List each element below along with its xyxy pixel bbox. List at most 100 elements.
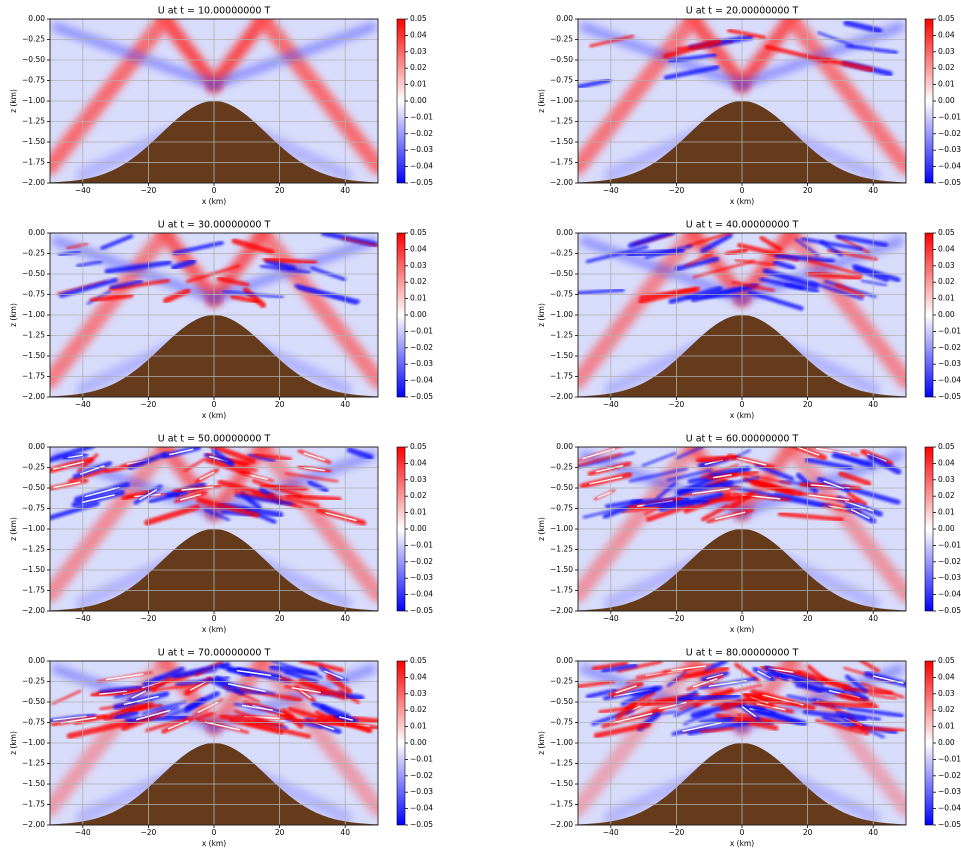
y-tick-label: −2.00 — [550, 392, 573, 401]
y-tick-label: −0.75 — [550, 718, 573, 727]
colorbar-tick-label: −0.05 — [410, 820, 433, 829]
x-axis-label: x (km) — [730, 625, 754, 634]
y-tick-label: −0.75 — [22, 290, 45, 299]
y-tick-label: −0.25 — [550, 463, 573, 472]
colorbar-tick-label: −0.05 — [410, 178, 433, 187]
y-tick-label: −1.75 — [22, 586, 45, 595]
chart-title: U at t = 10.00000000 T — [158, 6, 271, 17]
y-axis-label: z (km) — [9, 89, 18, 113]
y-tick-label: −0.25 — [550, 35, 573, 44]
y-tick-label: −1.00 — [550, 524, 573, 533]
x-tick-label: 20 — [275, 828, 285, 837]
x-tick-label: −40 — [75, 828, 91, 837]
y-axis-label: z (km) — [537, 731, 546, 755]
x-tick-label: −40 — [75, 186, 91, 195]
x-tick-label: 20 — [803, 186, 813, 195]
field — [575, 445, 906, 611]
colorbar-tick-label: 0.02 — [938, 491, 955, 500]
y-tick-label: −1.75 — [550, 372, 573, 381]
x-tick-label: 20 — [275, 614, 285, 623]
y-tick-label: 0.00 — [28, 228, 45, 237]
y-tick-label: −1.25 — [550, 331, 573, 340]
colorbar-tick-label: 0.04 — [410, 672, 427, 681]
y-tick-label: −0.25 — [22, 35, 45, 44]
colorbar-tick-label: −0.01 — [410, 540, 433, 549]
colorbar-tick-label: −0.02 — [938, 129, 961, 138]
colorbar-tick-label: −0.04 — [410, 804, 433, 813]
colorbar-tick-label: −0.04 — [938, 162, 961, 171]
y-tick-label: −1.50 — [550, 351, 573, 360]
colorbar-tick-label: −0.02 — [938, 771, 961, 780]
y-tick-label: −1.25 — [550, 759, 573, 768]
colorbar-tick-label: 0.00 — [938, 738, 955, 747]
colorbar-tick-label: 0.04 — [938, 672, 955, 681]
colorbar-tick-label: −0.05 — [938, 392, 961, 401]
y-tick-label: −0.75 — [550, 290, 573, 299]
x-tick-label: 0 — [740, 400, 745, 409]
y-tick-label: 0.00 — [556, 14, 573, 23]
y-tick-label: −1.00 — [22, 310, 45, 319]
colorbar-tick-label: 0.03 — [410, 261, 427, 270]
chart-title: U at t = 20.00000000 T — [686, 6, 799, 17]
colorbar-tick-label: 0.01 — [938, 80, 955, 89]
x-axis-label: x (km) — [202, 411, 226, 420]
colorbar-tick-label: −0.05 — [938, 820, 961, 829]
page: −40−20020400.00−0.25−0.50−0.75−1.00−1.25… — [0, 0, 961, 853]
colorbar-tick-label: 0.05 — [410, 442, 427, 451]
x-tick-label: 20 — [803, 828, 813, 837]
y-tick-label: −1.50 — [22, 779, 45, 788]
colorbar — [925, 447, 933, 611]
y-tick-label: 0.00 — [556, 228, 573, 237]
chart-title: U at t = 30.00000000 T — [158, 220, 271, 231]
colorbar-tick-label: −0.04 — [410, 590, 433, 599]
colorbar-tick-label: 0.01 — [938, 508, 955, 517]
y-tick-label: 0.00 — [556, 656, 573, 665]
y-tick-label: −0.50 — [550, 269, 573, 278]
colorbar-tick-label: −0.01 — [938, 540, 961, 549]
y-tick-label: −1.25 — [550, 117, 573, 126]
colorbar-tick-label: 0.01 — [410, 294, 427, 303]
field — [577, 660, 911, 825]
y-tick-label: −0.50 — [22, 269, 45, 278]
y-axis-label: z (km) — [537, 89, 546, 113]
colorbar-tick-label: 0.02 — [410, 63, 427, 72]
x-tick-label: −20 — [140, 400, 156, 409]
y-tick-label: −0.75 — [550, 76, 573, 85]
x-tick-label: 20 — [803, 400, 813, 409]
colorbar-tick-label: 0.00 — [938, 524, 955, 533]
colorbar-tick-label: 0.02 — [410, 277, 427, 286]
y-tick-label: −0.25 — [550, 677, 573, 686]
y-tick-label: −1.75 — [550, 800, 573, 809]
y-tick-label: −1.50 — [550, 565, 573, 574]
x-axis-label: x (km) — [202, 839, 226, 848]
y-tick-label: −0.75 — [22, 504, 45, 513]
colorbar-tick-label: −0.01 — [938, 112, 961, 121]
y-tick-label: −1.00 — [550, 738, 573, 747]
y-tick-label: −1.75 — [550, 158, 573, 167]
colorbar-tick-label: −0.03 — [938, 359, 961, 368]
colorbar-tick-label: −0.02 — [938, 557, 961, 566]
y-tick-label: −1.75 — [22, 372, 45, 381]
panel: −40−20020400.00−0.25−0.50−0.75−1.00−1.25… — [537, 648, 961, 849]
x-tick-label: 0 — [740, 614, 745, 623]
x-axis-label: x (km) — [202, 197, 226, 206]
y-tick-label: −2.00 — [550, 178, 573, 187]
y-tick-label: −1.25 — [22, 759, 45, 768]
y-tick-label: −2.00 — [550, 820, 573, 829]
colorbar-tick-label: 0.03 — [938, 47, 955, 56]
x-tick-label: 20 — [275, 400, 285, 409]
colorbar-tick-label: 0.02 — [410, 705, 427, 714]
colorbar-tick-label: 0.01 — [938, 722, 955, 731]
x-tick-label: 0 — [740, 828, 745, 837]
x-tick-label: −20 — [668, 186, 684, 195]
colorbar-tick-label: −0.03 — [938, 573, 961, 582]
y-tick-label: 0.00 — [28, 442, 45, 451]
colorbar-tick-label: −0.02 — [410, 557, 433, 566]
colorbar-tick-label: 0.03 — [938, 689, 955, 698]
colorbar-tick-label: −0.01 — [410, 112, 433, 121]
y-tick-label: −1.50 — [22, 565, 45, 574]
y-tick-label: −2.00 — [22, 606, 45, 615]
x-tick-label: −40 — [603, 614, 619, 623]
y-tick-label: −2.00 — [22, 392, 45, 401]
chart-title: U at t = 60.00000000 T — [686, 434, 799, 445]
